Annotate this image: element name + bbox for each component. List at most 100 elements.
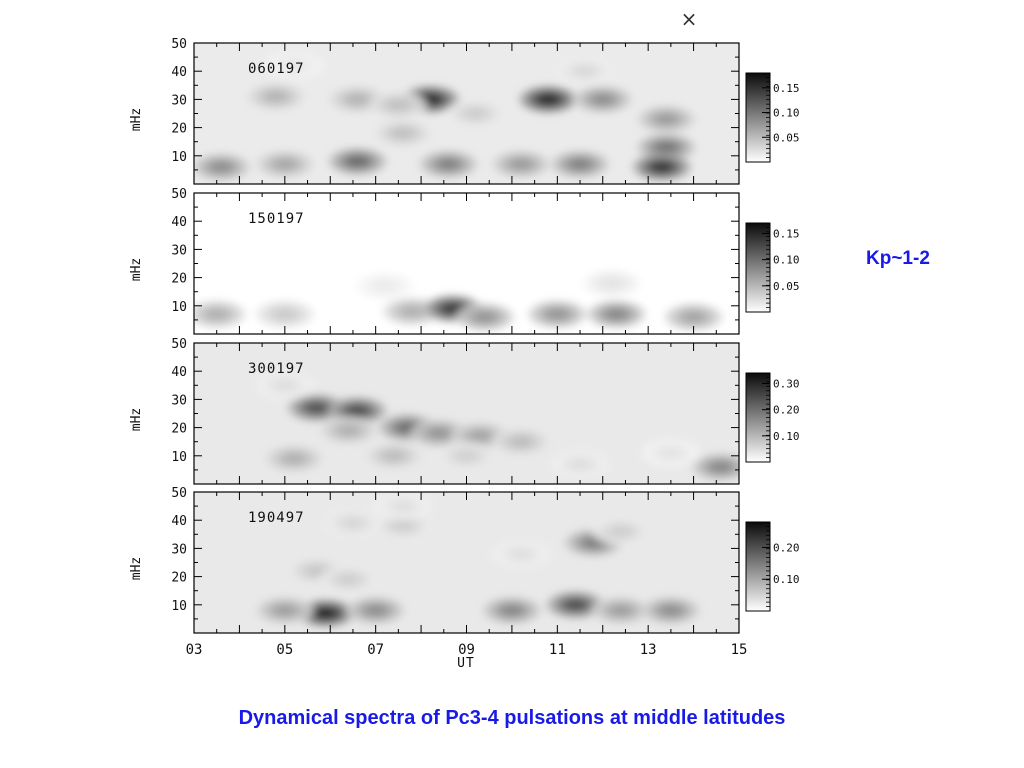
power-blob (662, 606, 680, 615)
power-blob (339, 426, 358, 435)
power-blob (276, 160, 294, 169)
power-blob (389, 100, 408, 110)
power-blob (366, 606, 385, 615)
spectrogram-panel-150197: 10 20 30 40 50 mHz 150197 0.05 0.10 0.15 (129, 187, 800, 335)
power-blob (512, 160, 530, 169)
power-blob (403, 307, 421, 316)
power-blob (276, 606, 294, 615)
panel-date-label: 060197 (248, 61, 305, 77)
colorbar-tick-label: 0.10 (773, 107, 800, 120)
spectral-power-blobs (254, 492, 702, 628)
power-blob (385, 451, 403, 460)
spectral-power-blobs (194, 51, 697, 182)
figure-caption: Dynamical spectra of Pc3-4 pulsations at… (238, 707, 786, 729)
colorbar-tick-label: 0.20 (773, 404, 800, 417)
power-blob (607, 310, 626, 319)
power-blob (348, 95, 367, 104)
power-blob (307, 566, 326, 576)
power-blob (603, 279, 621, 288)
colorbar: 0.05 0.10 0.15 (745, 222, 800, 313)
colorbar-scale (745, 521, 771, 612)
x-tick-label: 15 (731, 642, 748, 658)
y-axis-title: mHz (129, 408, 144, 431)
colorbar-tick-label: 0.15 (773, 227, 800, 240)
power-blob (571, 460, 589, 469)
y-tick-label: 10 (171, 450, 187, 465)
y-tick-label: 30 (171, 243, 187, 258)
power-blob (612, 606, 630, 615)
power-blob (571, 160, 589, 169)
y-tick-label: 30 (171, 393, 187, 408)
x-tick-label: 13 (640, 642, 657, 658)
y-axis-title: mHz (129, 557, 144, 580)
power-blob (566, 600, 585, 609)
colorbar-tick-label: 0.10 (773, 573, 800, 586)
y-axis-title: mHz (129, 258, 144, 281)
power-blob (307, 403, 326, 413)
y-tick-label: 20 (171, 422, 187, 437)
colorbar-tick-label: 0.20 (773, 541, 800, 554)
power-blob (267, 92, 285, 101)
x-tick-label: 11 (549, 642, 566, 658)
spectral-power-blobs (194, 268, 724, 332)
power-blob (348, 406, 367, 415)
colorbar-tick-label: 0.05 (773, 280, 800, 293)
power-blob (503, 606, 521, 615)
panel-date-label: 190497 (248, 510, 305, 526)
power-blob (662, 448, 680, 458)
colorbar-tick-label: 0.10 (773, 430, 800, 443)
power-blob (657, 143, 676, 152)
power-blob (612, 527, 630, 536)
kp-index-note: Kp~1-2 (866, 248, 930, 269)
y-tick-label: 10 (171, 300, 187, 315)
power-blob (207, 310, 226, 319)
power-blob (712, 462, 730, 472)
y-tick-label: 20 (171, 571, 187, 586)
y-tick-label: 10 (171, 599, 187, 614)
power-blob (394, 501, 412, 511)
power-blob (444, 304, 462, 313)
power-blob (466, 109, 485, 118)
power-blob (539, 95, 557, 104)
power-blob (512, 549, 530, 559)
colorbar-tick-label: 0.30 (773, 377, 800, 390)
power-blob (344, 518, 362, 528)
power-blob (684, 312, 703, 322)
power-blob (394, 129, 412, 138)
spectrogram-panel-300197: 10 20 30 40 50 mHz 300197 0.10 0.20 0.30 (129, 337, 800, 485)
power-blob (475, 312, 494, 322)
power-blob (657, 114, 676, 124)
colorbar-tick-label: 0.15 (773, 82, 800, 95)
power-blob (394, 521, 412, 530)
y-tick-label: 40 (171, 514, 187, 529)
y-axis-title: mHz (129, 108, 144, 131)
close-x-mark: × (681, 7, 698, 31)
x-tick-label: 05 (276, 642, 293, 658)
colorbar: 0.10 0.20 (745, 521, 800, 612)
power-blob (594, 95, 612, 104)
y-tick-label: 40 (171, 215, 187, 230)
y-tick-label: 30 (171, 93, 187, 108)
power-blob (430, 429, 448, 438)
y-tick-label: 40 (171, 65, 187, 80)
power-blob (457, 451, 476, 460)
y-tick-label: 50 (171, 337, 187, 352)
colorbar: 0.10 0.20 0.30 (745, 372, 800, 463)
y-tick-label: 20 (171, 122, 187, 137)
power-blob (653, 162, 671, 172)
power-blob (512, 437, 530, 446)
x-tick-label: 07 (367, 642, 384, 658)
spectrogram-panel-060197: 10 20 30 40 50 mHz 060197 0.05 0.10 0.15 (129, 37, 800, 185)
spectral-power-blobs (254, 371, 739, 482)
power-blob (348, 157, 367, 166)
colorbar-tick-label: 0.05 (773, 131, 800, 144)
power-blob (285, 61, 303, 70)
panel-date-label: 300197 (248, 361, 305, 377)
spectrogram-panel-190497: 10 20 30 40 50 mHz 190497 0.10 0.20 (129, 486, 800, 634)
y-tick-label: 10 (171, 150, 187, 165)
power-blob (376, 281, 394, 291)
y-tick-label: 50 (171, 187, 187, 202)
dynamic-spectra-figure: × 10 20 30 40 50 mHz 060197 0.05 0.10 0.15 10 20 30 4… (129, 7, 800, 671)
x-tick-label: 03 (186, 642, 203, 658)
power-blob (548, 310, 567, 319)
